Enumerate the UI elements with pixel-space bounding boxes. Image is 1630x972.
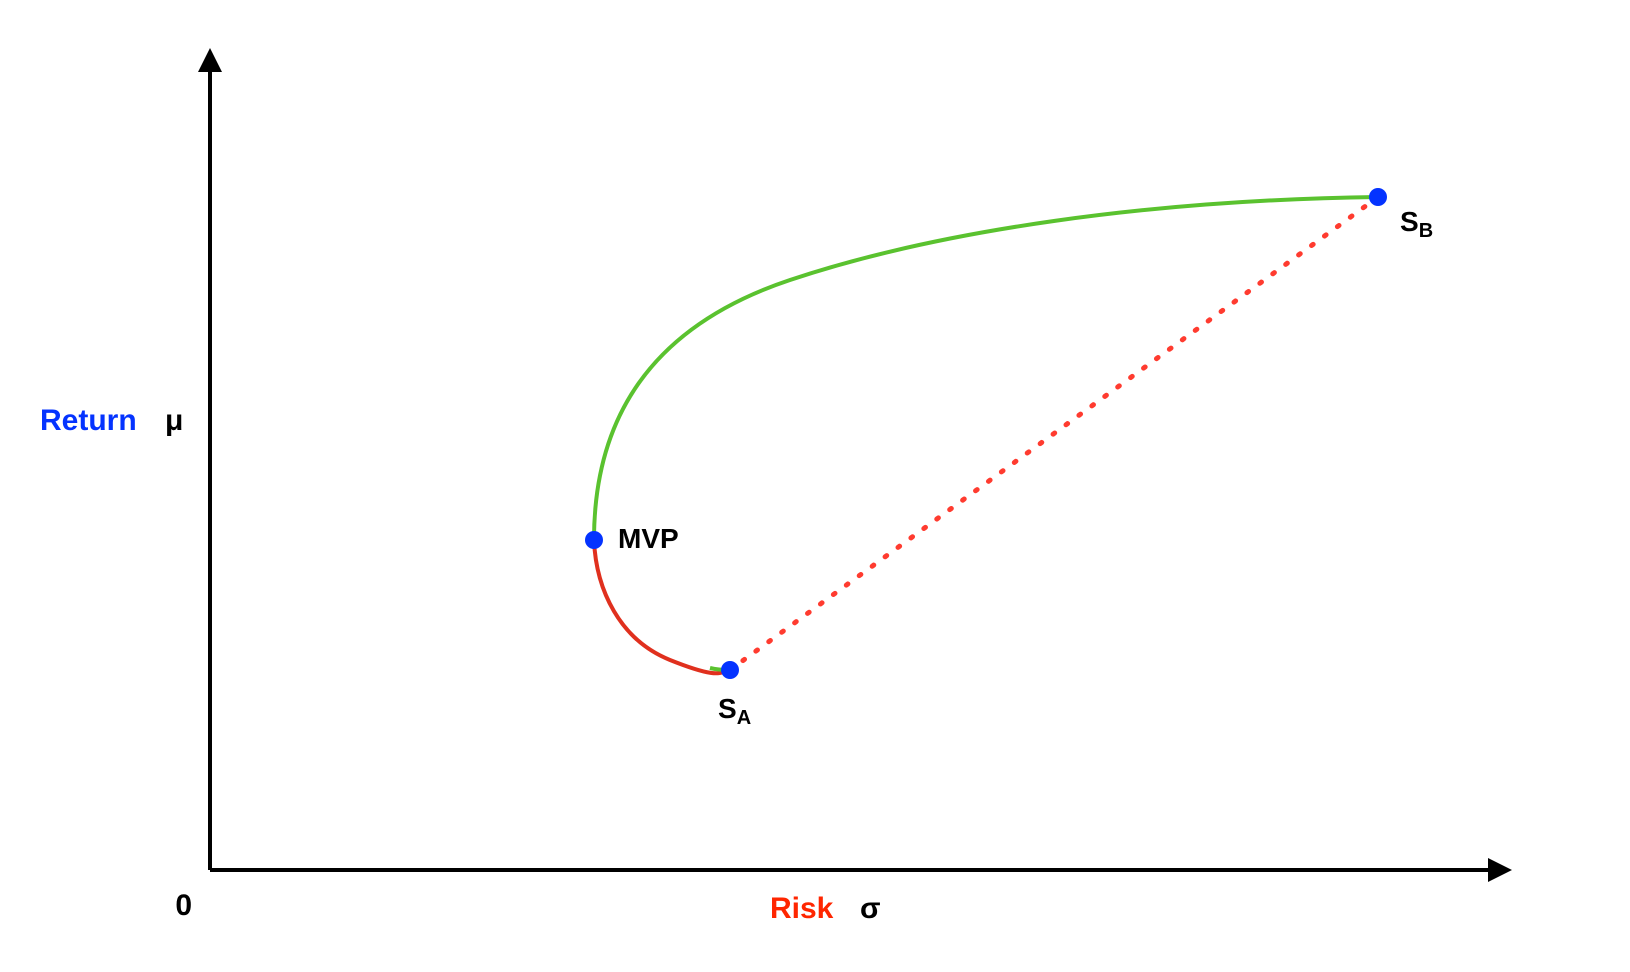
asset-b-label: SB	[1400, 206, 1433, 242]
x-axis-title: Risk	[770, 892, 834, 925]
efficient-frontier-curve	[594, 197, 1378, 540]
y-axis-symbol: μ	[165, 404, 183, 437]
x-axis-symbol: σ	[860, 892, 881, 925]
asset-a-label: SA	[718, 693, 751, 729]
inefficient-frontier-curve	[594, 540, 730, 673]
asset-a-point	[721, 661, 739, 679]
asset-b-point	[1369, 188, 1387, 206]
mvp-point	[585, 531, 603, 549]
efficient-frontier-chart: MVP SA SB Return μ Risk σ 0	[0, 0, 1630, 972]
origin-label: 0	[175, 889, 192, 922]
y-axis-title: Return	[40, 404, 137, 437]
mvp-label: MVP	[618, 523, 679, 554]
